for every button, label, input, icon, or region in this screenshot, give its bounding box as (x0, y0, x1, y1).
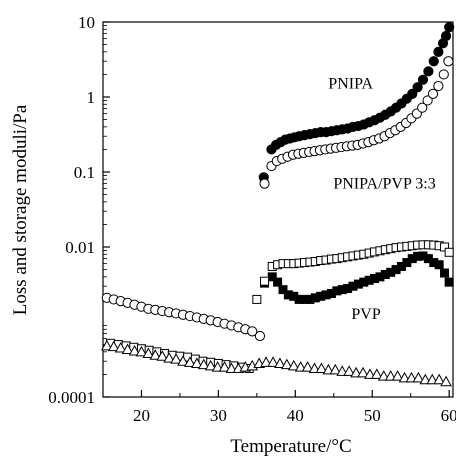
data-point (267, 356, 279, 367)
plot-frame (102, 21, 454, 398)
data-point (135, 345, 148, 357)
data-point (412, 371, 425, 383)
data-point (177, 355, 189, 366)
data-point (163, 352, 176, 363)
data-point (417, 74, 429, 85)
data-point (438, 69, 449, 80)
data-point (252, 294, 262, 304)
axes: 20 30 40 50 60 0.0001 0.01 0.1 1 10 (48, 13, 456, 425)
data-point (444, 22, 455, 33)
data-point (343, 365, 356, 376)
data-point (443, 56, 454, 67)
y-tick-label: 1 (87, 88, 96, 107)
data-point (211, 361, 224, 372)
data-point (308, 362, 321, 373)
data-point (260, 276, 270, 286)
data-point (197, 358, 210, 370)
data-point (407, 88, 418, 99)
data-point (287, 359, 300, 371)
data-point (170, 353, 182, 364)
y-tick-label: 0.1 (74, 163, 95, 182)
data-point (405, 371, 418, 383)
data-point (350, 366, 362, 378)
x-tick-label: 40 (287, 406, 304, 425)
data-point (278, 285, 288, 295)
data-point (428, 56, 439, 67)
data-point (107, 340, 120, 352)
series-annotation: PNIPA (328, 75, 373, 92)
data-point (398, 371, 411, 383)
y-axis-title: Loss and storage moduli/Pa (10, 104, 31, 315)
data-point (426, 373, 439, 385)
data-point (434, 260, 444, 270)
y-tick-label: 0.0001 (48, 388, 95, 407)
data-point (440, 375, 452, 387)
data-point (412, 82, 423, 93)
series-annotation: PNIPA/PVP 3:3 (333, 176, 435, 193)
x-tick-label: 50 (364, 406, 381, 425)
data-point (391, 370, 404, 381)
data-point (273, 277, 283, 287)
data-point (260, 356, 272, 367)
data-point (294, 361, 307, 372)
chart-labels: Temperature/°C Loss and storage moduli/P… (10, 75, 436, 457)
data-point (190, 357, 203, 368)
data-point (444, 277, 454, 287)
data-point (329, 363, 342, 375)
x-axis-title: Temperature/°C (230, 436, 351, 457)
data-point (357, 366, 369, 378)
data-point (149, 349, 162, 360)
data-point (247, 326, 258, 337)
x-tick-label: 60 (441, 406, 456, 425)
data-point (254, 330, 266, 342)
y-tick-label: 10 (78, 13, 95, 32)
y-tick-label: 0.01 (65, 238, 95, 257)
data-point (433, 80, 444, 92)
data-point (440, 242, 450, 252)
data-point (370, 368, 383, 379)
x-tick-label: 30 (210, 406, 227, 425)
data-point (433, 46, 444, 57)
data-point (422, 95, 433, 106)
data-point (417, 102, 428, 113)
data-point (156, 350, 169, 361)
data-point (377, 370, 390, 381)
data-point (364, 368, 376, 379)
data-point (218, 361, 231, 372)
series-annotation: PVP (351, 306, 380, 323)
data-point (128, 345, 141, 356)
data-point (121, 343, 134, 354)
data-point (114, 341, 127, 353)
data-point (225, 362, 238, 373)
plot-marks (100, 22, 455, 387)
data-point (274, 357, 286, 368)
data-point (322, 363, 335, 375)
data-point (336, 365, 349, 376)
data-point (301, 361, 314, 372)
data-point (100, 339, 113, 351)
data-point (280, 358, 293, 370)
data-point (259, 178, 270, 189)
data-point (444, 247, 454, 257)
x-tick-label: 20 (133, 406, 150, 425)
data-point (427, 88, 439, 99)
data-point (433, 373, 446, 385)
data-point (142, 347, 155, 359)
data-point (315, 362, 328, 373)
data-point (440, 30, 452, 42)
data-point (184, 356, 196, 367)
data-point (419, 373, 432, 385)
data-point (204, 359, 217, 371)
data-point (440, 268, 450, 278)
data-point (423, 66, 434, 77)
data-point (384, 370, 397, 381)
